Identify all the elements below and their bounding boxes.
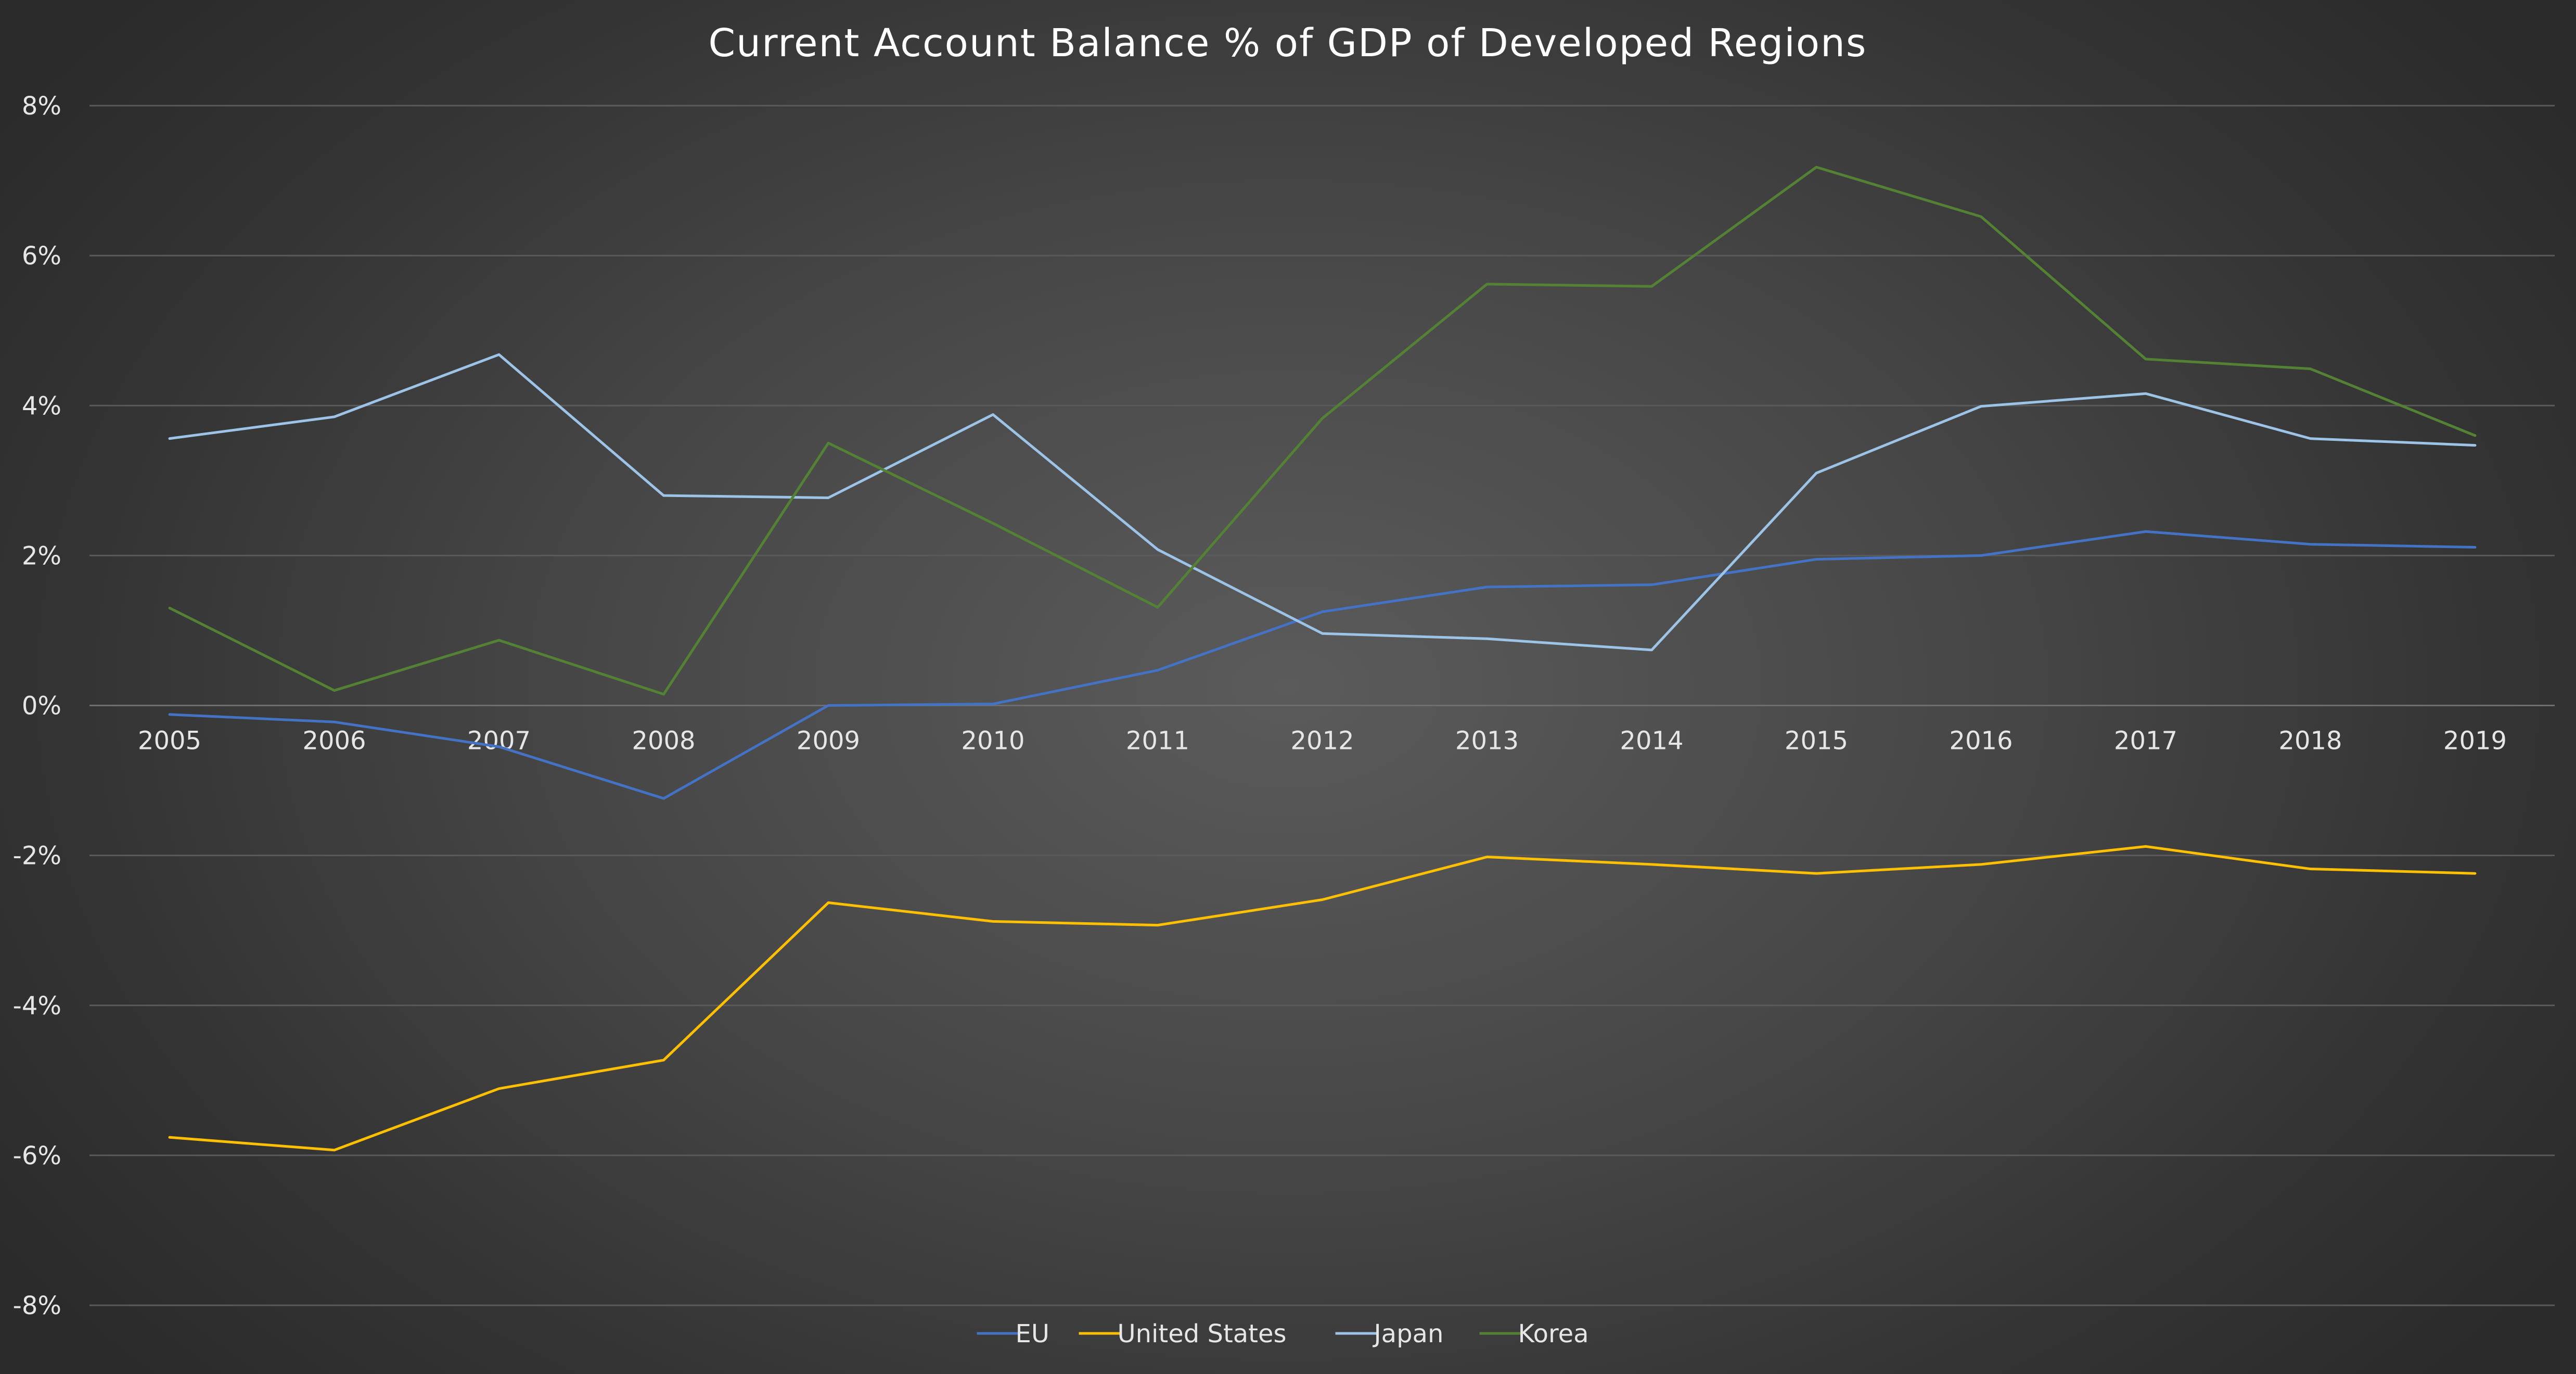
x-tick-label: 2014 — [1620, 727, 1683, 756]
y-axis-tick-labels: -8% -6% -4% -2% 0% 2% 4% 6% 8% — [13, 92, 61, 1320]
x-tick-label: 2016 — [1949, 727, 2013, 756]
series-line-japan — [168, 353, 2477, 652]
legend-label-korea: Korea — [1518, 1319, 1589, 1348]
y-tick-label: 6% — [22, 241, 61, 271]
y-tick-label: 8% — [22, 92, 61, 121]
legend-label-united-states: United States — [1118, 1319, 1287, 1348]
gridlines — [89, 105, 2555, 1306]
x-tick-label: 2010 — [961, 727, 1024, 756]
legend: EU United States Japan Korea — [977, 1319, 1589, 1348]
x-axis-tick-labels: 2005 2006 2007 2008 2009 2010 2011 2012 2013 2014… — [138, 727, 2507, 756]
y-tick-label: -6% — [13, 1141, 61, 1171]
y-tick-label: -2% — [13, 842, 61, 871]
y-tick-label: -8% — [13, 1291, 61, 1320]
x-tick-label: 2015 — [1785, 727, 1848, 756]
y-tick-label: 4% — [22, 391, 61, 421]
x-tick-label: 2012 — [1290, 727, 1354, 756]
x-tick-label: 2005 — [138, 727, 201, 756]
series-line-eu — [168, 530, 2477, 800]
series-lines — [168, 166, 2477, 1152]
x-tick-label: 2009 — [797, 727, 860, 756]
y-tick-label: 2% — [22, 541, 61, 570]
x-tick-label: 2006 — [302, 727, 366, 756]
legend-label-japan: Japan — [1373, 1319, 1444, 1348]
series-line-united-states — [168, 845, 2477, 1152]
x-tick-label: 2007 — [467, 727, 531, 756]
y-tick-label: 0% — [22, 692, 61, 721]
x-tick-label: 2011 — [1126, 727, 1189, 756]
x-tick-label: 2013 — [1455, 727, 1519, 756]
series-line-korea — [168, 166, 2477, 696]
x-tick-label: 2008 — [632, 727, 695, 756]
chart-title: Current Account Balance % of GDP of Deve… — [709, 21, 1867, 66]
y-tick-label: -4% — [13, 991, 61, 1021]
x-tick-label: 2017 — [2114, 727, 2177, 756]
x-tick-label: 2019 — [2443, 727, 2507, 756]
x-tick-label: 2018 — [2278, 727, 2342, 756]
legend-label-eu: EU — [1016, 1319, 1049, 1348]
